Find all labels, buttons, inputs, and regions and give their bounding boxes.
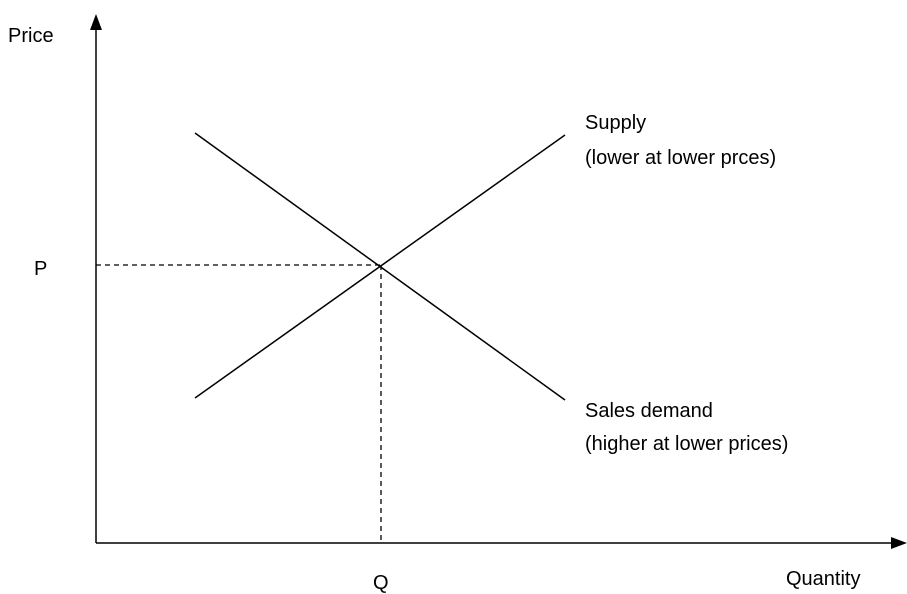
y-axis-arrow [90,14,102,30]
supply-name: Supply [585,112,646,134]
demand-note: (higher at lower prices) [585,433,788,455]
y-axis-label: Price [8,25,54,47]
x-axis-arrow [891,537,907,549]
quantity-label: Q [373,572,389,594]
demand-name: Sales demand [585,400,713,422]
price-label: P [34,258,47,280]
x-axis-label: Quantity [786,568,860,590]
demand-curve [194,132,566,401]
supply-note: (lower at lower prces) [585,147,776,169]
